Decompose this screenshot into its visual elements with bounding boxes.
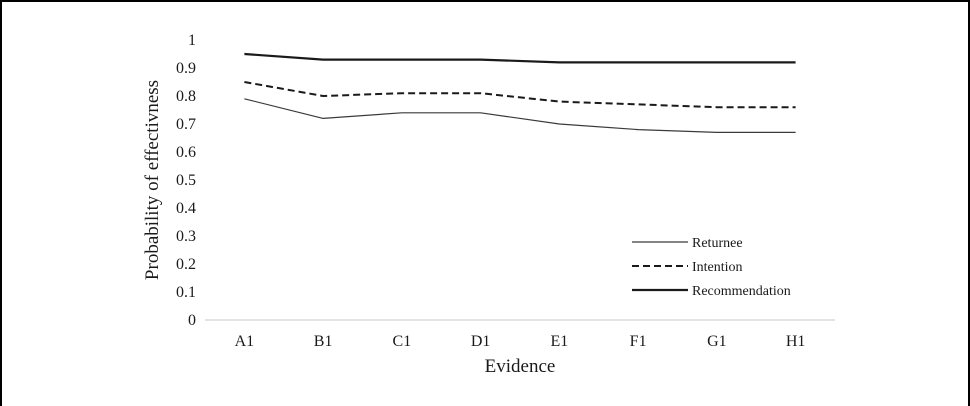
y-axis-ticks: 0 0.1 0.2 0.3 0.4 0.5 0.6 0.7 0.8 0.9 1 (176, 32, 196, 329)
legend: Returnee Intention Recommendation (632, 236, 791, 299)
x-tick-label: E1 (550, 333, 568, 350)
legend-label-intention: Intention (692, 260, 743, 275)
series-line-intention (244, 81, 796, 109)
y-tick-label: 0 (188, 312, 196, 329)
legend-label-recommendation: Recommendation (692, 284, 791, 299)
x-axis-ticks: A1 B1 C1 D1 E1 F1 G1 H1 (235, 333, 806, 350)
y-tick-label: 0.4 (176, 200, 196, 217)
x-tick-label: D1 (471, 333, 491, 350)
x-tick-label: H1 (786, 333, 806, 350)
x-tick-label: B1 (314, 333, 333, 350)
x-axis-title: Evidence (485, 356, 556, 377)
x-tick-label: G1 (707, 333, 727, 350)
x-tick-label: A1 (235, 333, 255, 350)
y-tick-label: 0.3 (176, 228, 196, 245)
x-tick-label: C1 (393, 333, 412, 350)
y-tick-label: 0.6 (176, 144, 196, 161)
series-line-recommendation (244, 52, 796, 64)
y-tick-label: 0.1 (176, 284, 196, 301)
y-tick-label: 0.5 (176, 172, 196, 189)
series-lines (244, 52, 796, 133)
y-tick-label: 0.2 (176, 256, 196, 273)
y-tick-label: 1 (188, 32, 196, 49)
y-axis-title: Probability of effectivness (142, 80, 163, 280)
y-tick-label: 0.9 (176, 60, 196, 77)
series-line-returnee (244, 98, 796, 133)
y-tick-label: 0.7 (176, 116, 196, 133)
y-tick-label: 0.8 (176, 88, 196, 105)
legend-label-returnee: Returnee (692, 236, 743, 251)
x-tick-label: F1 (630, 333, 647, 350)
